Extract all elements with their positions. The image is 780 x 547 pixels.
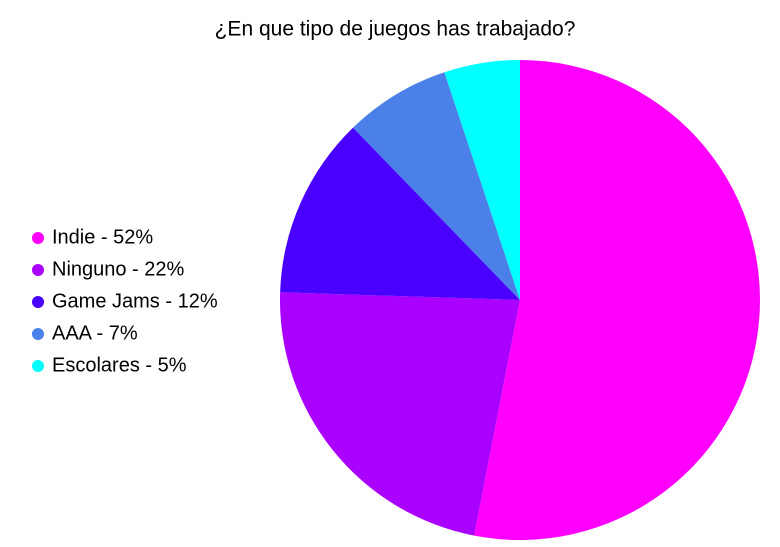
legend-marker xyxy=(32,264,44,276)
pie-slice xyxy=(474,60,760,540)
pie-slice xyxy=(280,292,520,536)
legend-marker xyxy=(32,328,44,340)
pie-slice xyxy=(353,72,520,300)
legend-marker xyxy=(32,296,44,308)
legend-label: Game Jams - 12% xyxy=(52,290,218,312)
pie-slice xyxy=(280,127,520,300)
pie-slice xyxy=(444,60,520,300)
legend-label: Ninguno - 22% xyxy=(52,258,185,280)
legend-marker xyxy=(32,360,44,372)
legend-marker xyxy=(32,232,44,244)
legend-label: Escolares - 5% xyxy=(52,354,187,376)
chart-title: ¿En que tipo de juegos has trabajado? xyxy=(215,18,576,41)
legend-label: Indie - 52% xyxy=(52,226,153,248)
legend-label: AAA - 7% xyxy=(52,322,138,344)
